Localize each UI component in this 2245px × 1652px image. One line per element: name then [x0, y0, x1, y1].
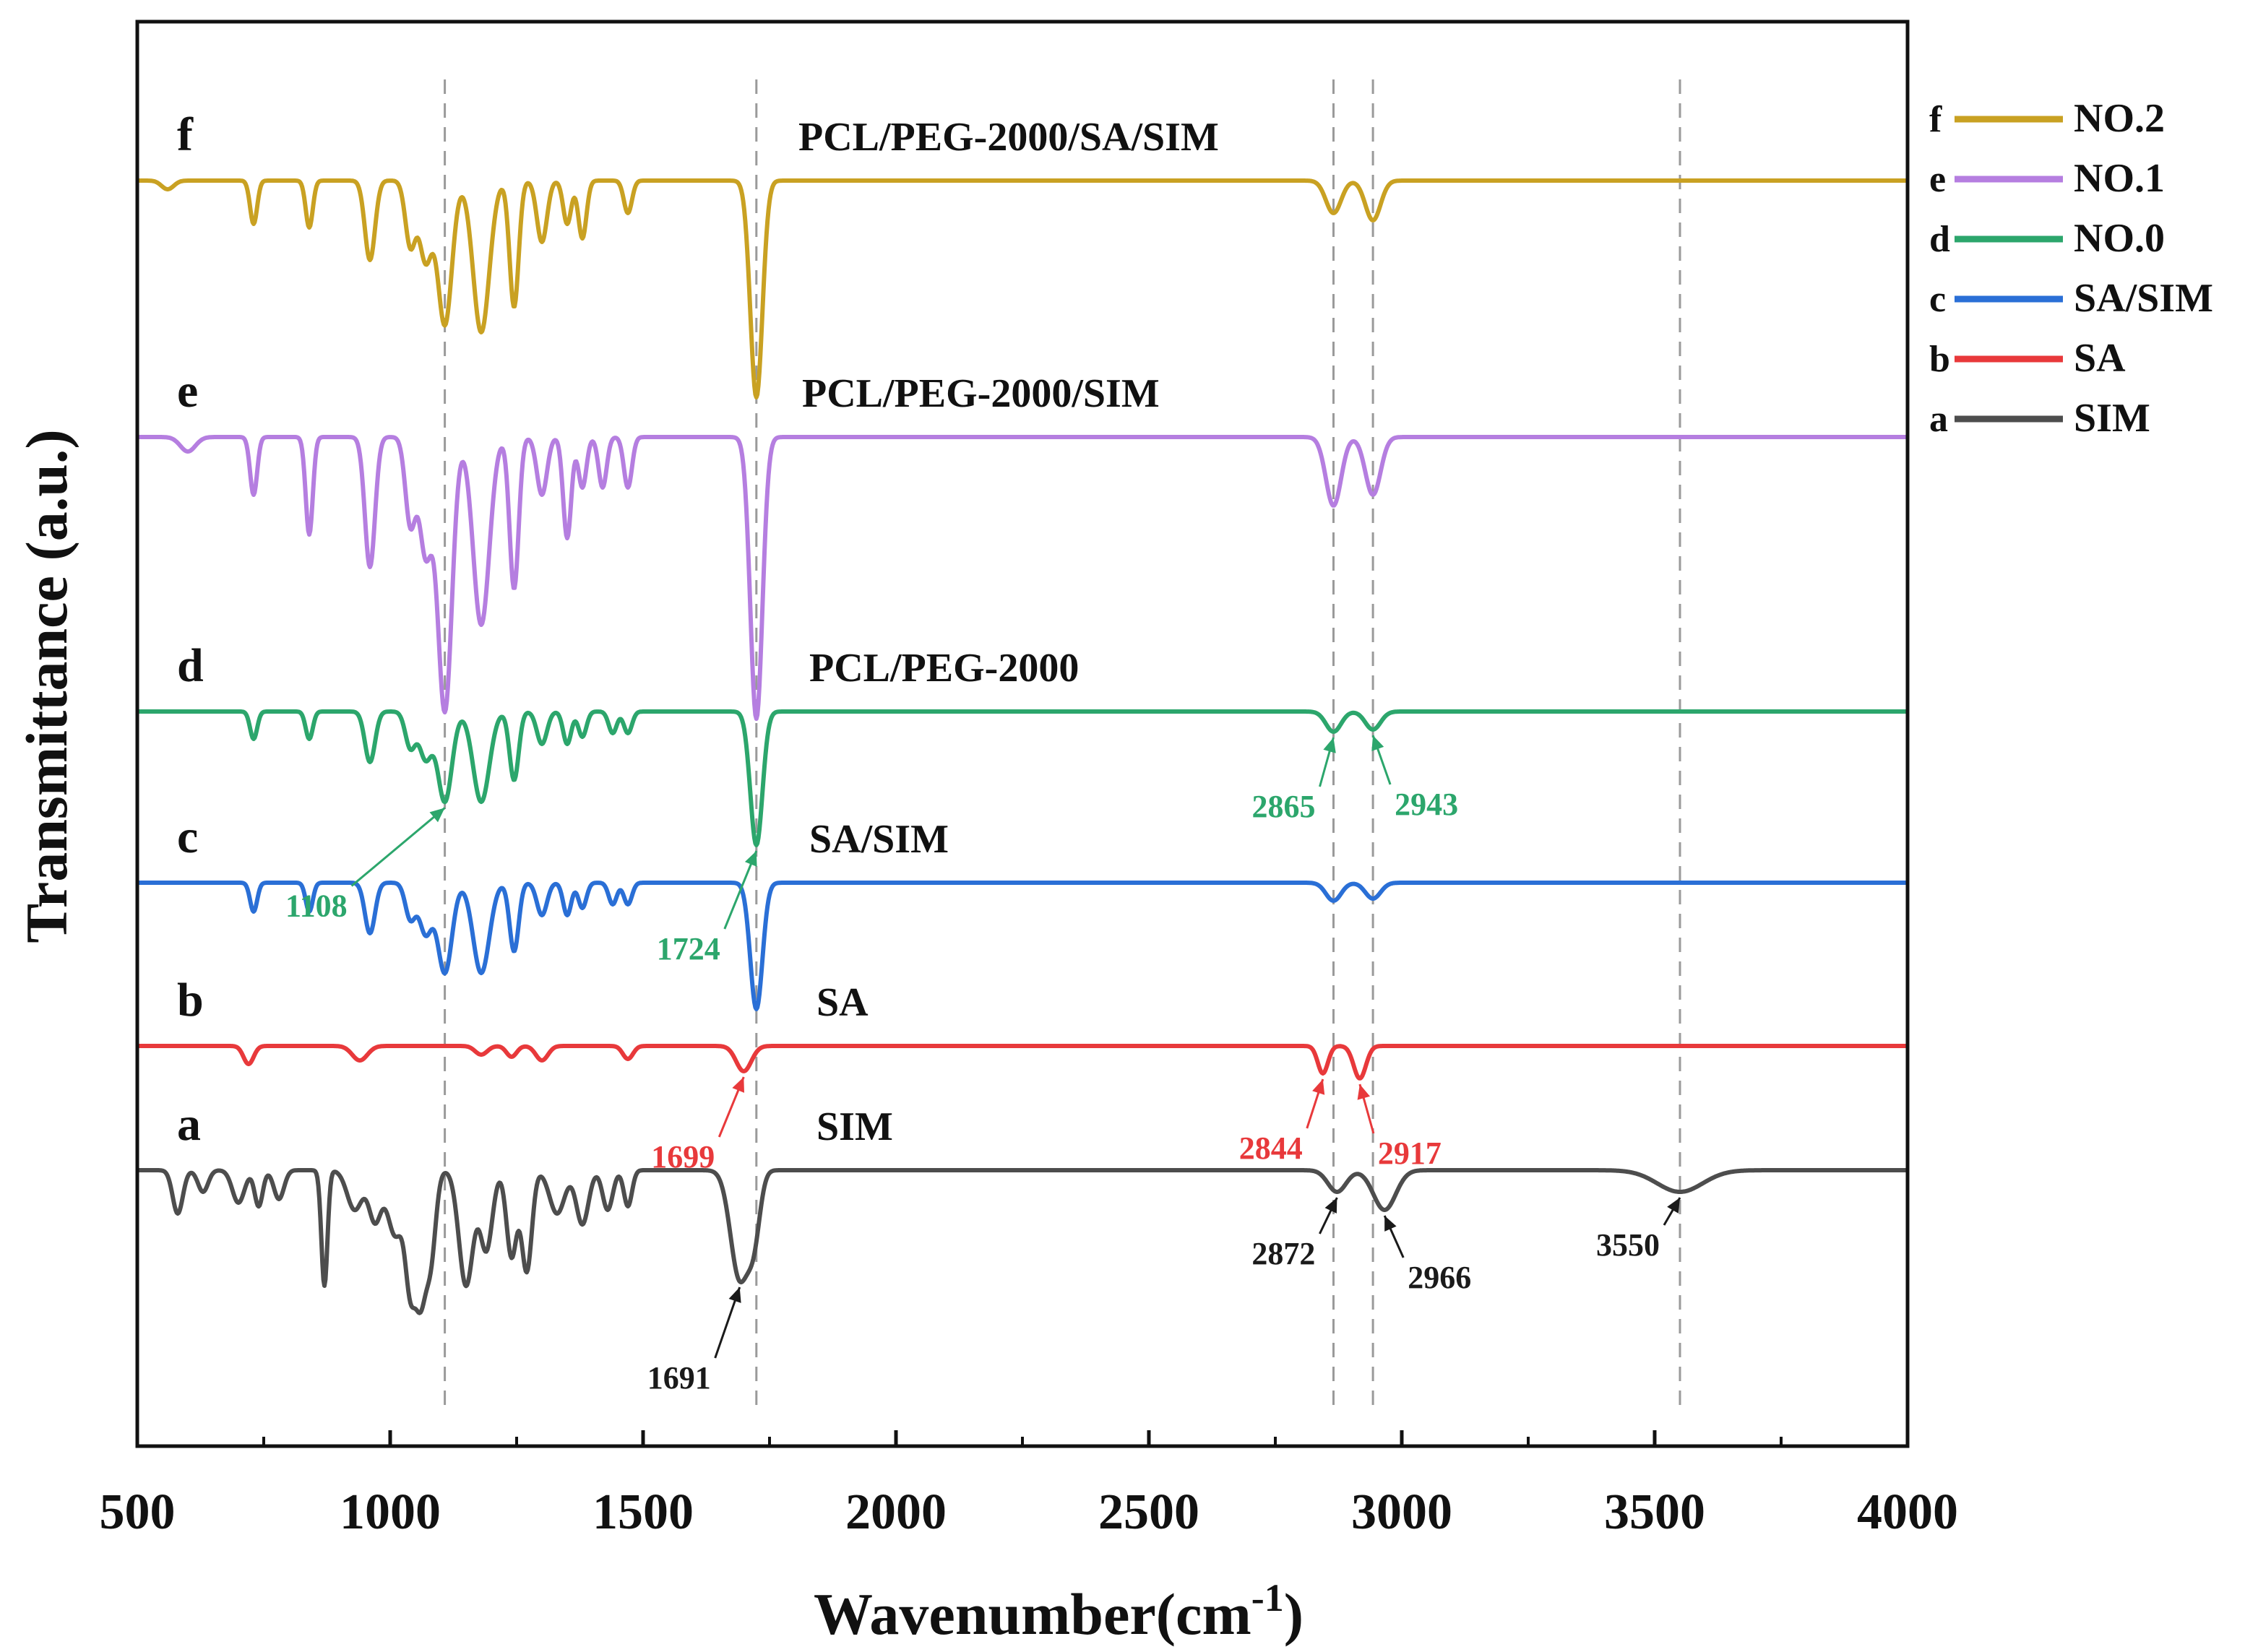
spectrum-b — [136, 1044, 1909, 1081]
annotation-arrowhead-3550 — [1667, 1198, 1680, 1214]
x-tick-label-3500: 3500 — [1604, 1484, 1705, 1540]
annotation-arrowhead-2865 — [1323, 738, 1336, 753]
annotation-arrowhead-2872 — [1324, 1198, 1337, 1214]
curve-title-e: PCL/PEG-2000/SIM — [802, 371, 1160, 416]
annotation-arrowhead-1724 — [744, 851, 757, 867]
annotation-arrowhead-2844 — [1312, 1079, 1325, 1095]
legend-key-b: b — [1929, 339, 1950, 380]
x-tick-label-1500: 1500 — [593, 1484, 694, 1540]
legend-label-e: NO.1 — [2074, 156, 2165, 201]
annotation-label-1108: 1108 — [285, 888, 348, 923]
legend-key-e: e — [1929, 159, 1946, 200]
legend-label-d: NO.0 — [2074, 216, 2165, 261]
curve-title-a: SIM — [816, 1104, 893, 1149]
legend-key-f: f — [1929, 99, 1942, 140]
legend-label-b: SA — [2074, 336, 2126, 381]
legend-label-f: NO.2 — [2074, 96, 2165, 141]
annotation-arrow-1108 — [350, 807, 446, 887]
curve-letter-a: a — [177, 1098, 201, 1151]
annotation-label-1699: 1699 — [651, 1139, 715, 1175]
x-tick-label-1000: 1000 — [340, 1484, 441, 1540]
curve-title-c: SA/SIM — [809, 817, 949, 862]
spectrum-e — [136, 435, 1909, 721]
annotation-arrowhead-1108 — [429, 808, 445, 823]
annotation-arrowhead-2917 — [1357, 1084, 1370, 1100]
curve-letter-d: d — [177, 639, 204, 692]
legend: f NO.2 e NO.1 d NO.0 c SA/SIM b SA a SIM — [1929, 96, 2213, 441]
spectrum-c — [136, 881, 1909, 1011]
annotation-arrowhead-2966 — [1384, 1216, 1397, 1232]
annotation-label-2966: 2966 — [1408, 1260, 1471, 1295]
spectrum-d — [136, 709, 1909, 847]
x-tick-label-2000: 2000 — [845, 1484, 947, 1540]
legend-item-d: d NO.0 — [1929, 216, 2165, 261]
curve-letter-c: c — [177, 810, 198, 863]
curve-letters: a b c d e f — [177, 108, 204, 1151]
y-axis-label: Transmittance (a.u.) — [14, 429, 79, 943]
annotation-label-1691: 1691 — [647, 1360, 711, 1396]
annotation-arrowhead-1699 — [732, 1077, 744, 1093]
curve-titles: SIM SA SA/SIM PCL/PEG-2000 PCL/PEG-2000/SIM P… — [798, 115, 1219, 1149]
curve-letter-f: f — [177, 108, 194, 161]
curve-title-f: PCL/PEG-2000/SA/SIM — [798, 115, 1219, 160]
legend-key-c: c — [1929, 279, 1946, 320]
x-tick-label-500: 500 — [100, 1484, 176, 1540]
annotation-label-2943: 2943 — [1395, 787, 1458, 822]
annotation-label-3550: 3550 — [1596, 1227, 1660, 1263]
legend-item-b: b SA — [1929, 336, 2126, 381]
legend-label-a: SIM — [2074, 396, 2150, 441]
x-axis-label: Wavenumber(cm-1) — [814, 1576, 1304, 1647]
annotation-label-2917: 2917 — [1378, 1136, 1442, 1171]
legend-item-e: e NO.1 — [1929, 156, 2165, 201]
annotation-arrowhead-2943 — [1371, 735, 1384, 751]
spectra-curves — [136, 178, 1909, 1315]
curve-letter-e: e — [177, 365, 198, 418]
curve-title-b: SA — [816, 980, 869, 1025]
annotation-label-2865: 2865 — [1252, 789, 1316, 824]
curve-letter-b: b — [177, 974, 204, 1026]
annotation-label-2844: 2844 — [1239, 1130, 1303, 1166]
curve-title-d: PCL/PEG-2000 — [809, 646, 1079, 691]
legend-key-a: a — [1929, 399, 1948, 440]
x-tick-label-3000: 3000 — [1351, 1484, 1452, 1540]
x-tick-label-4000: 4000 — [1857, 1484, 1958, 1540]
spectrum-a — [136, 1168, 1909, 1315]
x-axis-label-main: Wavenumber(cm — [814, 1581, 1251, 1647]
legend-item-f: f NO.2 — [1929, 96, 2165, 141]
x-axis-label-close: ) — [1284, 1581, 1304, 1647]
legend-key-d: d — [1929, 219, 1950, 260]
annotation-label-2872: 2872 — [1251, 1236, 1315, 1271]
spectrum-f — [136, 178, 1909, 399]
legend-label-c: SA/SIM — [2074, 276, 2213, 321]
reference-lines — [444, 79, 1681, 1409]
x-axis-label-sup: -1 — [1251, 1576, 1284, 1619]
annotation-arrowhead-1691 — [728, 1287, 741, 1303]
x-axis-ticks: 500 1000 1500 2000 2500 3000 3500 4000 — [100, 1430, 1958, 1540]
x-tick-label-2500: 2500 — [1098, 1484, 1199, 1540]
peak-annotations: 1108 1724 2865 2943 1699 2844 2917 1691 2872 2966… — [285, 735, 1681, 1396]
annotation-label-1724: 1724 — [657, 931, 720, 966]
legend-item-c: c SA/SIM — [1929, 276, 2213, 321]
legend-item-a: a SIM — [1929, 396, 2150, 441]
